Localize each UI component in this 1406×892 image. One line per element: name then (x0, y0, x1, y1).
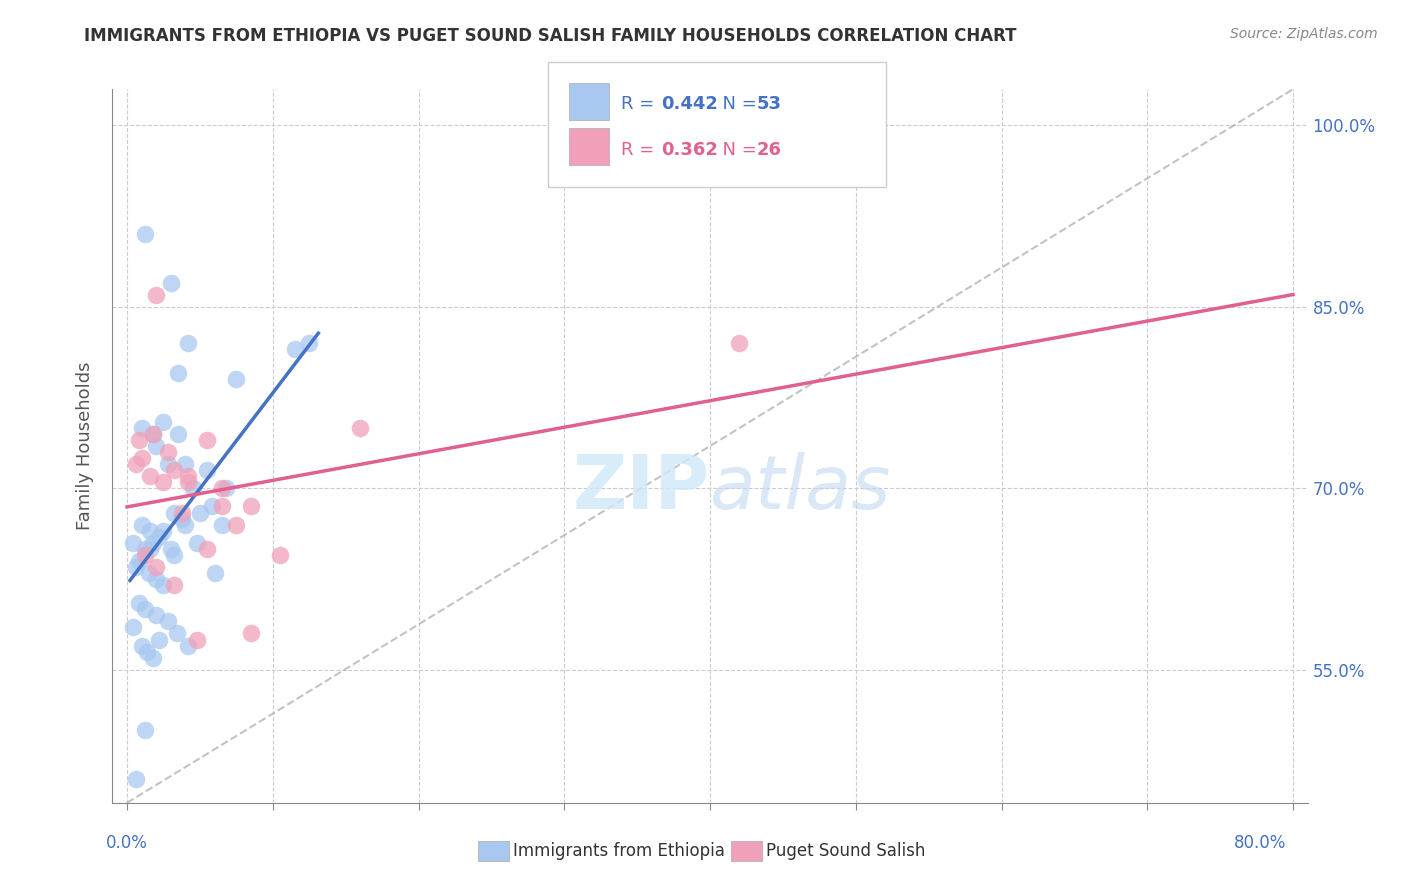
Point (172, 506, 194, 520)
Point (134, 227, 156, 242)
Point (139, 469, 162, 483)
Text: Source: ZipAtlas.com: Source: ZipAtlas.com (1230, 27, 1378, 41)
Point (145, 608, 167, 623)
Point (139, 524, 162, 538)
Point (349, 421, 371, 435)
Text: 26: 26 (756, 141, 782, 159)
Point (211, 500, 233, 514)
Point (225, 372, 247, 386)
Point (145, 288, 167, 302)
Point (152, 475, 174, 490)
Point (177, 336, 200, 351)
Text: 0.362: 0.362 (661, 141, 717, 159)
Point (145, 572, 167, 586)
Point (211, 517, 233, 532)
Point (148, 530, 170, 544)
Point (142, 426, 165, 441)
Point (284, 343, 307, 357)
Point (239, 626, 262, 640)
Point (142, 650, 165, 665)
Text: R =: R = (621, 141, 661, 159)
Point (239, 500, 262, 514)
Point (172, 511, 194, 525)
Point (215, 481, 238, 495)
Point (166, 626, 188, 640)
Point (163, 463, 186, 477)
Text: R =: R = (621, 95, 661, 113)
Point (159, 541, 181, 556)
Point (136, 645, 159, 659)
Point (148, 632, 170, 647)
Point (128, 433, 150, 447)
Text: ZIP: ZIP (572, 452, 710, 524)
Point (177, 469, 200, 483)
Point (174, 457, 197, 471)
Point (269, 548, 291, 562)
Point (152, 415, 174, 429)
Point (134, 602, 156, 616)
Point (177, 475, 200, 490)
Point (204, 566, 226, 580)
Point (159, 276, 181, 290)
Point (142, 426, 165, 441)
Y-axis label: Family Households: Family Households (76, 362, 94, 530)
Text: IMMIGRANTS FROM ETHIOPIA VS PUGET SOUND SALISH FAMILY HOUSEHOLDS CORRELATION CHA: IMMIGRANTS FROM ETHIOPIA VS PUGET SOUND … (84, 27, 1017, 45)
Point (156, 615, 179, 629)
Point (131, 517, 153, 532)
Point (152, 524, 174, 538)
Text: Immigrants from Ethiopia: Immigrants from Ethiopia (513, 842, 725, 860)
Point (134, 541, 156, 556)
Point (167, 367, 190, 381)
Point (211, 481, 233, 495)
Text: Puget Sound Salish: Puget Sound Salish (766, 842, 925, 860)
Text: 53: 53 (756, 95, 782, 113)
Point (152, 578, 174, 592)
Point (163, 506, 186, 520)
Text: N =: N = (711, 95, 763, 113)
Point (188, 506, 211, 520)
Point (195, 433, 218, 447)
Point (134, 548, 156, 562)
Point (195, 463, 218, 477)
Point (195, 541, 218, 556)
Point (225, 517, 247, 532)
Point (163, 578, 186, 592)
Point (186, 632, 208, 647)
Point (125, 457, 148, 471)
Point (181, 481, 204, 495)
Point (139, 541, 162, 556)
Text: N =: N = (711, 141, 763, 159)
Point (131, 421, 153, 435)
Point (298, 336, 321, 351)
Point (125, 560, 148, 574)
Point (163, 548, 186, 562)
Point (145, 439, 167, 453)
Point (128, 554, 150, 568)
Text: 0.0%: 0.0% (105, 834, 148, 852)
Point (156, 445, 179, 459)
Point (186, 535, 208, 549)
Point (128, 596, 150, 610)
Point (145, 560, 167, 574)
Point (122, 535, 145, 549)
Text: 80.0%: 80.0% (1234, 834, 1286, 852)
Point (122, 620, 145, 634)
Point (131, 451, 153, 466)
Point (728, 336, 751, 351)
Point (156, 457, 179, 471)
Point (125, 772, 148, 786)
Point (174, 517, 197, 532)
Point (138, 566, 160, 580)
Text: 0.442: 0.442 (661, 95, 717, 113)
Text: atlas: atlas (710, 452, 891, 524)
Point (177, 639, 200, 653)
Point (200, 500, 222, 514)
Point (142, 535, 165, 549)
Point (131, 639, 153, 653)
Point (134, 723, 156, 738)
Point (167, 426, 190, 441)
